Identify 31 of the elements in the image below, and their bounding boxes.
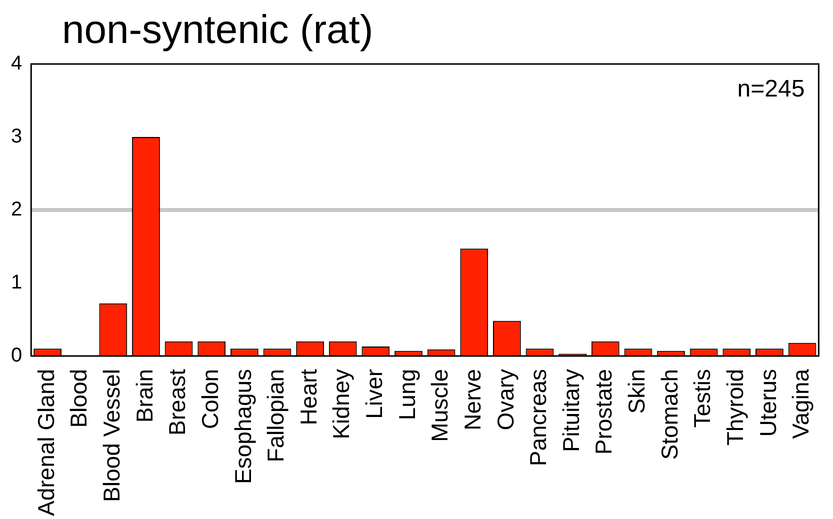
x-tick-label: Heart: [295, 368, 322, 426]
y-tick-label: 3: [11, 126, 22, 148]
y-tick-label: 2: [11, 198, 22, 220]
x-tick-label: Esophagus: [230, 368, 256, 484]
x-tick-label: Pituitary: [558, 368, 584, 452]
x-tick-label: Thyroid: [722, 368, 748, 446]
x-tick-label: Vagina: [788, 368, 814, 439]
x-tick-label: Kidney: [328, 368, 354, 440]
y-tick-label: 1: [11, 271, 22, 294]
x-tick-label: Uterus: [754, 368, 781, 437]
annotation: n=245: [737, 76, 805, 103]
x-tick-label: Prostate: [590, 368, 617, 455]
y-tick-label: 0: [11, 344, 22, 366]
y-tick-label: 4: [11, 52, 22, 75]
x-tick-label: Brain: [131, 368, 158, 423]
x-tick-label: Pancreas: [525, 368, 552, 466]
x-tick-label: Breast: [164, 368, 190, 436]
x-tick-label: Skin: [624, 368, 650, 414]
x-tick-label: Testis: [689, 368, 716, 428]
x-tick-label: Adrenal Gland: [32, 368, 59, 516]
x-tick-label: Ovary: [492, 368, 518, 430]
x-tick-label: Nerve: [459, 368, 486, 430]
x-tick-label: Fallopian: [262, 368, 289, 462]
chart-title: non-syntenic (rat): [62, 8, 374, 52]
x-tick-label: Blood: [66, 368, 92, 428]
x-tick-label: Liver: [361, 368, 388, 419]
x-tick-label: Muscle: [426, 368, 453, 442]
x-tick-label: Colon: [196, 368, 223, 430]
x-tick-label: Stomach: [656, 368, 682, 460]
x-tick-label: Blood Vessel: [98, 368, 125, 502]
x-tick-label: Lung: [394, 368, 420, 420]
